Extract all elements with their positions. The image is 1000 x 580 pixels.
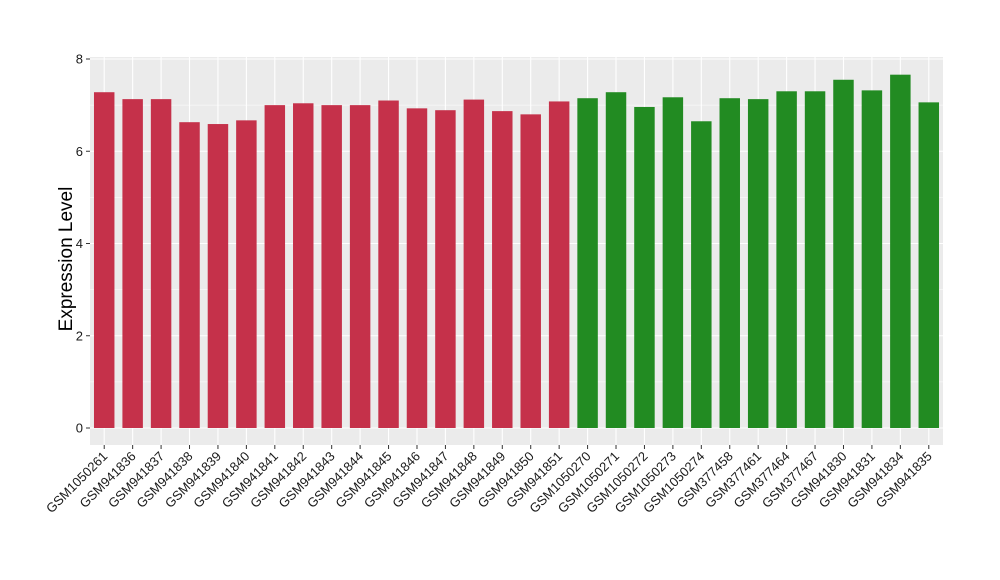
- bar-GSM377458: [719, 98, 740, 429]
- bar-GSM941843: [321, 105, 342, 428]
- y-tick-label: 2: [76, 328, 83, 343]
- bar-GSM941835: [918, 102, 940, 429]
- y-tick-label: 4: [76, 236, 83, 251]
- bar-GSM941839: [207, 124, 229, 428]
- plot-panel: [90, 57, 943, 445]
- bar-GSM1050273: [662, 97, 684, 428]
- bar-GSM1050270: [577, 98, 598, 429]
- bar-GSM941844: [349, 105, 371, 428]
- bar-GSM941836: [122, 99, 143, 428]
- bar-GSM941850: [520, 114, 541, 428]
- y-axis-title: Expression Level: [56, 187, 77, 332]
- bar-GSM941831: [861, 90, 883, 429]
- bar-GSM941851: [548, 101, 570, 428]
- bar-GSM941845: [378, 100, 399, 428]
- bar-GSM941842: [293, 103, 314, 428]
- bar-GSM941837: [150, 99, 172, 428]
- bar-GSM1050274: [691, 121, 712, 429]
- bar-GSM941838: [179, 122, 200, 428]
- bar-GSM941830: [833, 79, 854, 428]
- bar-GSM941846: [406, 108, 428, 428]
- bar-GSM377461: [747, 99, 769, 428]
- bar-GSM941848: [463, 99, 485, 428]
- bar-GSM941847: [435, 110, 456, 428]
- bar-GSM377464: [776, 91, 797, 428]
- y-tick-label: 8: [76, 52, 83, 67]
- y-tick-label: 6: [76, 144, 83, 159]
- y-axis: 0 2 4 6 8: [76, 52, 90, 436]
- bar-GSM1050261: [93, 92, 115, 429]
- bar-GSM377467: [804, 91, 826, 428]
- bar-GSM941849: [492, 111, 513, 428]
- bar-GSM941840: [236, 120, 257, 428]
- bar-GSM1050271: [605, 92, 627, 429]
- bar-GSM941834: [890, 74, 911, 429]
- bars: [93, 74, 940, 429]
- y-tick-label: 0: [76, 421, 83, 436]
- x-axis: GSM1050261GSM941836GSM941837GSM941838GSM…: [43, 445, 935, 516]
- bar-GSM941841: [264, 105, 286, 428]
- bar-GSM1050272: [634, 106, 655, 428]
